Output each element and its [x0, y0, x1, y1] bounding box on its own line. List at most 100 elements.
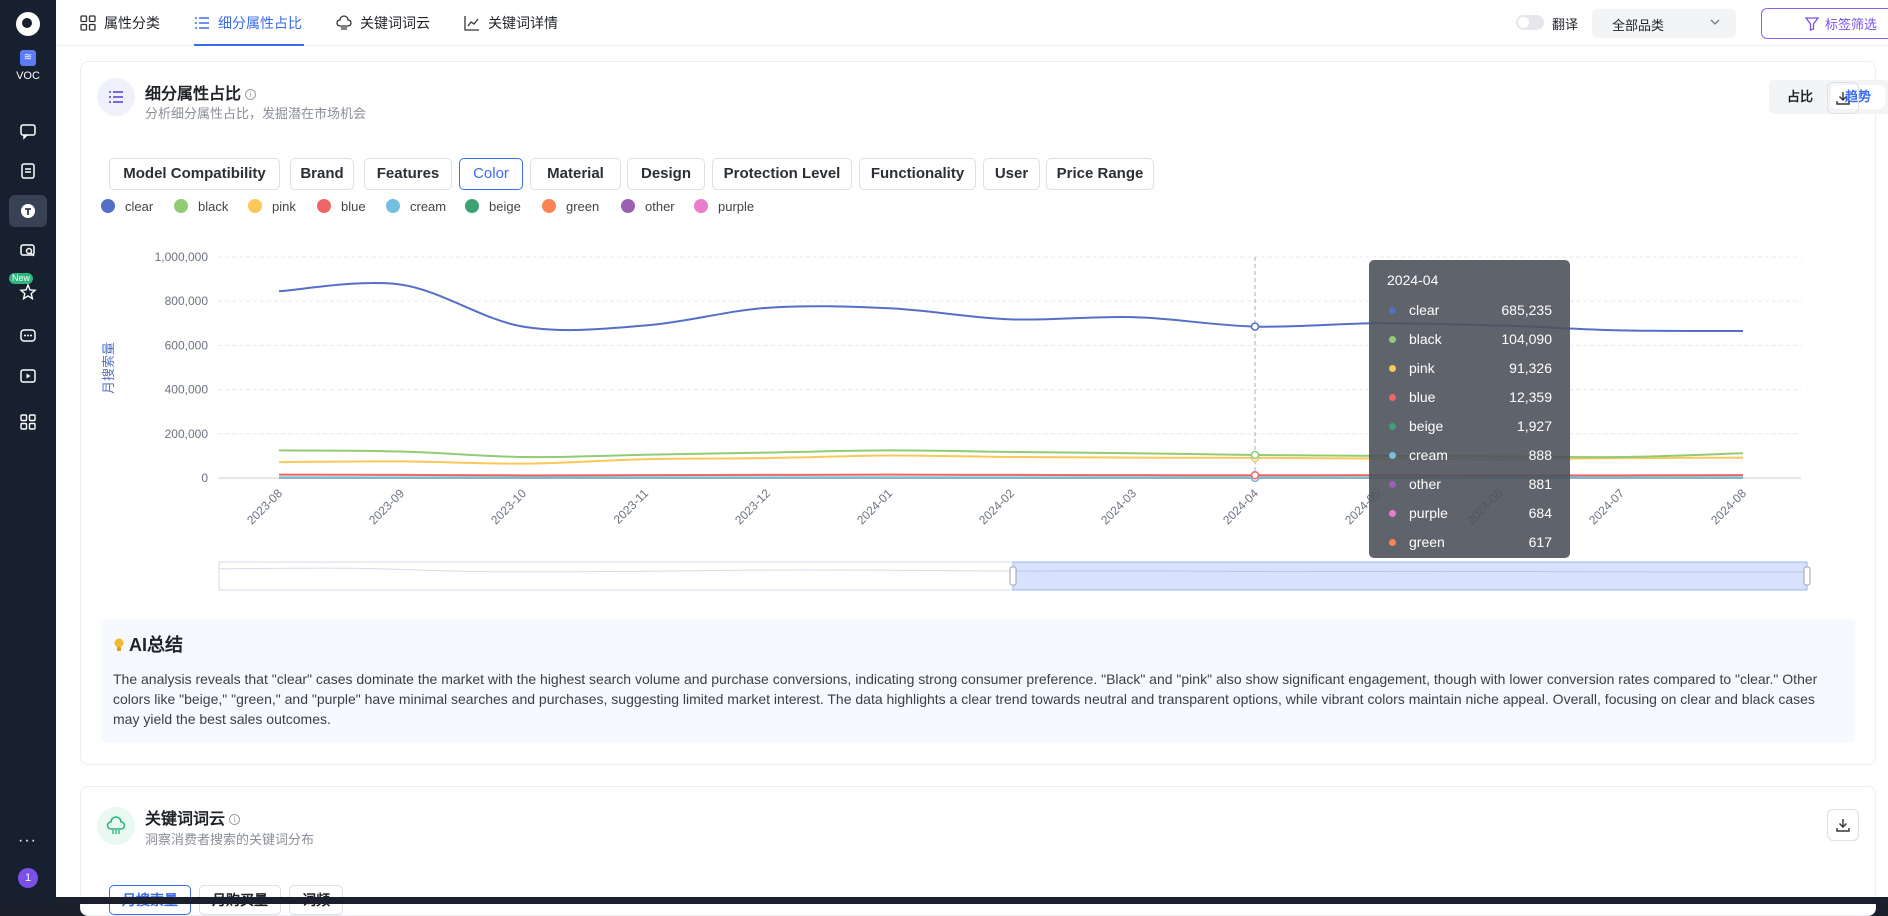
x-tick-label: 2024-04: [1220, 486, 1261, 527]
top-bar: 属性分类 细分属性占比 关键词词云 关键词详情 翻译 全部品类 标签筛选: [56, 0, 1888, 46]
tag-filter-label: 标签筛选: [1825, 14, 1877, 33]
filter-icon: [1805, 17, 1819, 31]
tooltip-row: beige 1,927: [1387, 418, 1552, 436]
tooltip-series-name: clear: [1409, 302, 1439, 318]
line-chart-icon: [464, 15, 480, 31]
series-point-clear: [1252, 323, 1259, 330]
tooltip-value: 888: [1529, 447, 1552, 463]
y-tick-label: 1,000,000: [155, 250, 209, 264]
x-tick-label: 2023-09: [366, 486, 407, 527]
tab-attribute-classification[interactable]: 属性分类: [80, 0, 160, 46]
tooltip-swatch: [1389, 539, 1396, 546]
tooltip-value: 881: [1529, 476, 1552, 492]
tooltip-row: blue 12,359: [1387, 389, 1552, 407]
tooltip-title: 2024-04: [1387, 272, 1438, 288]
tooltip-series-name: beige: [1409, 418, 1443, 434]
sidebar-item-messages[interactable]: [9, 320, 47, 352]
cloud-card-icon: [97, 807, 135, 845]
x-tick-label: 2023-11: [611, 486, 652, 527]
info-icon[interactable]: i: [229, 814, 240, 825]
tooltip-swatch: [1389, 307, 1396, 314]
tab-label: 细分属性占比: [218, 13, 302, 33]
tooltip-value: 12,359: [1509, 389, 1552, 405]
app-logo-icon[interactable]: [16, 12, 40, 36]
tooltip-series-name: purple: [1409, 505, 1448, 521]
sidebar-item-chat[interactable]: [9, 115, 47, 147]
download-icon: [1836, 818, 1850, 832]
x-tick-label: 2023-10: [488, 486, 529, 527]
y-tick-label: 200,000: [165, 427, 209, 441]
data-zoom-window: [1013, 562, 1807, 590]
x-tick-label: 2024-07: [1586, 486, 1627, 527]
sidebar-item-search-chat[interactable]: [9, 235, 47, 267]
tab-label: 关键词详情: [488, 13, 558, 33]
sidebar-item-video[interactable]: [9, 360, 47, 392]
list-icon: [194, 15, 210, 31]
x-tick-label: 2023-12: [732, 486, 773, 527]
y-tick-label: 600,000: [165, 338, 209, 352]
ai-summary-text: The analysis reveals that "clear" cases …: [113, 669, 1833, 729]
y-tick-label: 400,000: [165, 383, 209, 397]
tooltip-value: 91,326: [1509, 360, 1552, 376]
card-title: 关键词词云 i: [145, 805, 240, 829]
cloud-icon: [336, 15, 352, 31]
tooltip-swatch: [1389, 394, 1396, 401]
category-select-value: 全部品类: [1612, 18, 1664, 33]
series-point-black: [1252, 451, 1259, 458]
data-zoom-handle[interactable]: [1010, 567, 1016, 585]
document-icon: [19, 162, 37, 180]
sidebar-item-document[interactable]: [9, 155, 47, 187]
apps-grid-icon: [19, 413, 37, 431]
tooltip-swatch: [1389, 510, 1396, 517]
chat-icon: [19, 122, 37, 140]
tooltip-value: 1,927: [1517, 418, 1552, 434]
tag-analysis-icon: [19, 202, 37, 220]
download-button[interactable]: [1827, 809, 1859, 841]
y-tick-label: 800,000: [165, 294, 209, 308]
tab-label: 关键词词云: [360, 13, 430, 33]
tooltip-value: 104,090: [1501, 331, 1552, 347]
trend-line-chart[interactable]: 0200,000400,000600,000800,0001,000,000月搜…: [81, 62, 1877, 602]
tab-attribute-share[interactable]: 细分属性占比: [194, 0, 304, 46]
card-subtitle: 洞察消费者搜索的关键词分布: [145, 829, 314, 848]
ai-summary-box: AI总结 The analysis reveals that "clear" c…: [101, 619, 1855, 743]
grid-icon: [80, 15, 96, 31]
window-bottom-edge: [56, 897, 1888, 904]
user-avatar[interactable]: 1: [18, 868, 38, 888]
translate-label: 翻译: [1552, 14, 1578, 33]
message-icon: [19, 327, 37, 345]
category-select[interactable]: 全部品类: [1592, 9, 1736, 38]
tooltip-series-name: other: [1409, 476, 1441, 492]
waveform-icon: ≋: [20, 50, 36, 66]
chevron-down-icon: [1710, 17, 1720, 27]
tab-keyword-cloud[interactable]: 关键词词云: [336, 0, 430, 46]
tab-keyword-details[interactable]: 关键词详情: [464, 0, 558, 46]
series-point-blue: [1252, 472, 1259, 479]
sidebar: ≋ VOC New ··· 1: [0, 0, 56, 904]
tooltip-value: 617: [1529, 534, 1552, 550]
x-tick-label: 2024-03: [1098, 486, 1139, 527]
tooltip-series-name: blue: [1409, 389, 1435, 405]
sidebar-item-apps[interactable]: [9, 406, 47, 438]
data-zoom-handle[interactable]: [1804, 567, 1810, 585]
tag-filter-button[interactable]: 标签筛选: [1761, 8, 1888, 39]
x-tick-label: 2024-08: [1708, 486, 1749, 527]
translate-toggle[interactable]: [1516, 15, 1544, 30]
card-title-text: 关键词词云: [145, 811, 225, 828]
tooltip-swatch: [1389, 452, 1396, 459]
tooltip-swatch: [1389, 336, 1396, 343]
x-tick-label: 2024-02: [976, 486, 1017, 527]
sidebar-item-favorites[interactable]: [9, 276, 47, 308]
more-menu-icon[interactable]: ···: [18, 832, 37, 850]
lightbulb-icon: [113, 638, 125, 652]
star-icon: [19, 283, 37, 301]
sidebar-item-voc[interactable]: ≋ VOC: [12, 50, 44, 82]
sidebar-item-analysis[interactable]: [9, 195, 47, 227]
y-tick-label: 0: [201, 471, 208, 485]
